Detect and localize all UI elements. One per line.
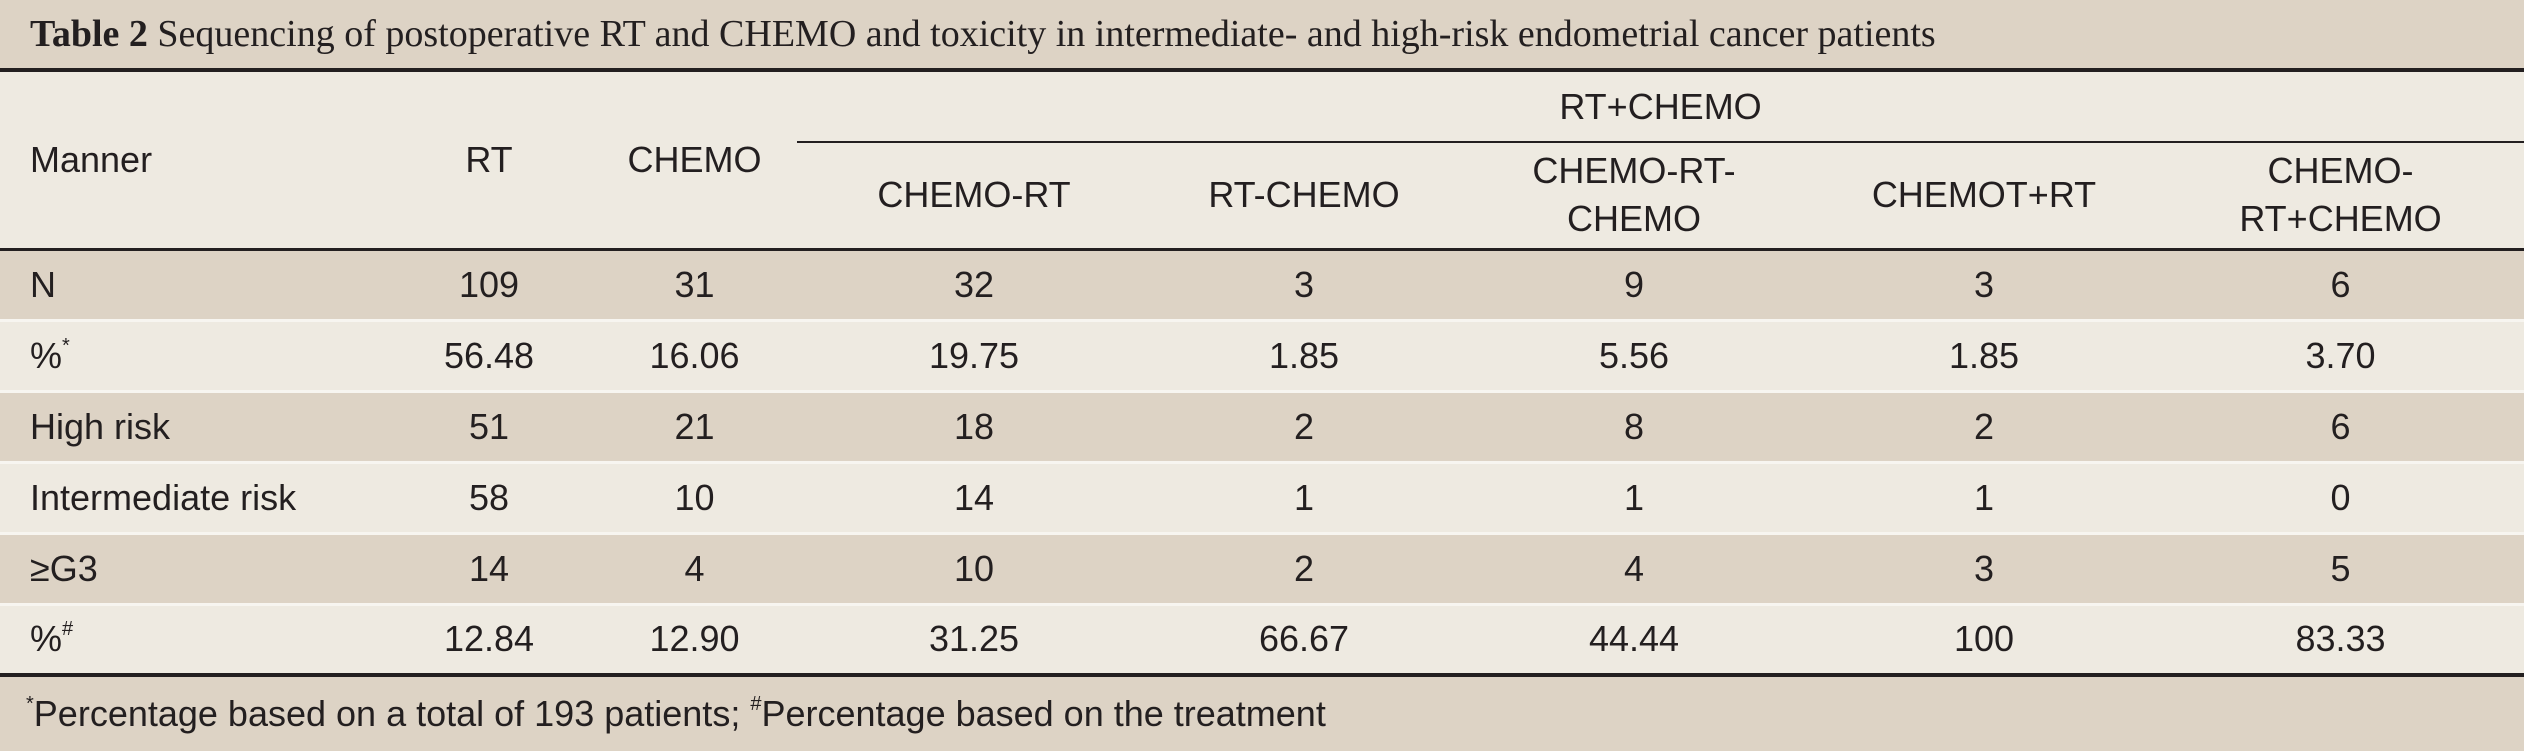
header-cell: CHEMO-RT+CHEMO: [2157, 142, 2524, 249]
table-row: N 109 31 32 3 9 3 6: [0, 249, 2524, 320]
table-cell: 58: [386, 460, 592, 533]
table-cell: 31: [592, 249, 797, 320]
header-cell: CHEMOT+RT: [1811, 142, 2157, 249]
table-cell: 1.85: [1151, 318, 1457, 391]
table-cell: 10: [797, 531, 1151, 604]
table-cell: 12.90: [592, 602, 797, 675]
header-cell: CHEMO: [592, 72, 797, 249]
footnote: *Percentage based on a total of 193 pati…: [0, 677, 2524, 751]
table-cell: 31.25: [797, 602, 1151, 675]
table-cell: 1.85: [1811, 318, 2157, 391]
table-row: %* 56.48 16.06 19.75 1.85 5.56 1.85 3.70: [0, 318, 2524, 391]
table-header: Manner RT CHEMO RT+CHEMO CHEMO-RT RT-CHEM…: [0, 72, 2524, 249]
row-label: ≥G3: [0, 531, 386, 604]
table-row: Intermediate risk 58 10 14 1 1 1 0: [0, 460, 2524, 533]
table-cell: 3: [1811, 531, 2157, 604]
table-cell: 9: [1457, 249, 1811, 320]
table-row: High risk 51 21 18 2 8 2 6: [0, 389, 2524, 462]
table-cell: 2: [1151, 531, 1457, 604]
table-cell: 100: [1811, 602, 2157, 675]
row-label-sup: *: [62, 334, 70, 357]
footnote-text: Percentage based on the treatment: [761, 693, 1326, 734]
table-cell: 66.67: [1151, 602, 1457, 675]
table-cell: 3: [1151, 249, 1457, 320]
table: Manner RT CHEMO RT+CHEMO CHEMO-RT RT-CHEM…: [0, 72, 2524, 677]
row-label-text: Intermediate risk: [30, 476, 297, 518]
title-label: Table 2: [30, 13, 148, 55]
table-row: ≥G3 14 4 10 2 4 3 5: [0, 531, 2524, 604]
row-label: %#: [0, 602, 386, 675]
header-cell: CHEMO-RT-CHEMO: [1457, 142, 1811, 249]
row-label-text: %: [30, 334, 63, 376]
table-cell: 8: [1457, 389, 1811, 462]
table-cell: 56.48: [386, 318, 592, 391]
table-cell: 3: [1811, 249, 2157, 320]
table-cell: 14: [797, 460, 1151, 533]
row-label-text: %: [30, 618, 63, 660]
title-text: Sequencing of postoperative RT and CHEMO…: [147, 13, 1936, 55]
table-cell: 109: [386, 249, 592, 320]
table-cell: 32: [797, 249, 1151, 320]
table-cell: 12.84: [386, 602, 592, 675]
table-cell: 19.75: [797, 318, 1151, 391]
table-cell: 51: [386, 389, 592, 462]
table-cell: 14: [386, 531, 592, 604]
footnote-text: Percentage based on a total of 193 patie…: [33, 693, 751, 734]
table-cell: 21: [592, 389, 797, 462]
row-label-text: N: [30, 263, 56, 305]
table-cell: 6: [2157, 389, 2524, 462]
row-label: High risk: [0, 389, 386, 462]
table-cell: 1: [1457, 460, 1811, 533]
table-cell: 4: [1457, 531, 1811, 604]
table-cell: 10: [592, 460, 797, 533]
table-cell: 2: [1151, 389, 1457, 462]
table-title: Table 2 Sequencing of postoperative RT a…: [0, 0, 2524, 72]
table-cell: 3.70: [2157, 318, 2524, 391]
table-cell: 44.44: [1457, 602, 1811, 675]
row-label: %*: [0, 318, 386, 391]
header-cell: CHEMO-RT: [797, 142, 1151, 249]
table-cell: 0: [2157, 460, 2524, 533]
row-label-text: ≥G3: [30, 547, 98, 589]
row-label-sup: #: [62, 618, 74, 641]
table-cell: 83.33: [2157, 602, 2524, 675]
header-cell: RT-CHEMO: [1151, 142, 1457, 249]
row-label: N: [0, 249, 386, 320]
header-cell: Manner: [0, 72, 386, 249]
table-cell: 2: [1811, 389, 2157, 462]
header-cell: RT: [386, 72, 592, 249]
table-cell: 1: [1151, 460, 1457, 533]
footnote-sup: #: [750, 693, 762, 715]
table-cell: 1: [1811, 460, 2157, 533]
table-cell: 6: [2157, 249, 2524, 320]
table-cell: 5: [2157, 531, 2524, 604]
footnote-sup: *: [26, 693, 34, 715]
table-cell: 4: [592, 531, 797, 604]
table-cell: 18: [797, 389, 1151, 462]
table-cell: 16.06: [592, 318, 797, 391]
table-row: %# 12.84 12.90 31.25 66.67 44.44 100 83.33: [0, 602, 2524, 675]
table-cell: 5.56: [1457, 318, 1811, 391]
row-label: Intermediate risk: [0, 460, 386, 533]
header-group: RT+CHEMO: [797, 72, 2524, 143]
row-label-text: High risk: [30, 405, 171, 447]
